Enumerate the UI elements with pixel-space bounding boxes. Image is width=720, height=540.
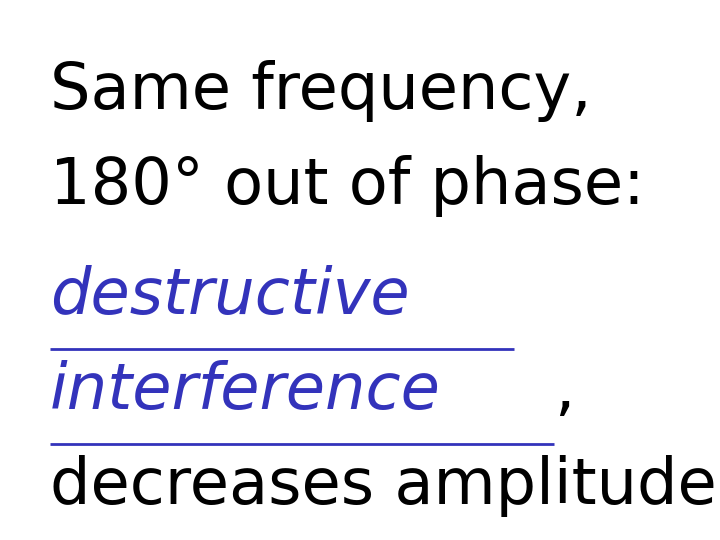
Text: decreases amplitude.: decreases amplitude. [50,455,720,517]
Text: destructive: destructive [50,265,410,327]
Text: 180° out of phase:: 180° out of phase: [50,155,644,217]
Text: interference: interference [50,360,441,422]
Text: ,: , [554,360,575,422]
Text: Same frequency,: Same frequency, [50,60,592,122]
